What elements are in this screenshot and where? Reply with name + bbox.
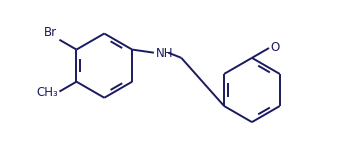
Text: Br: Br bbox=[44, 26, 58, 39]
Text: CH₃: CH₃ bbox=[36, 86, 58, 98]
Text: O: O bbox=[270, 41, 280, 54]
Text: NH: NH bbox=[155, 47, 173, 60]
